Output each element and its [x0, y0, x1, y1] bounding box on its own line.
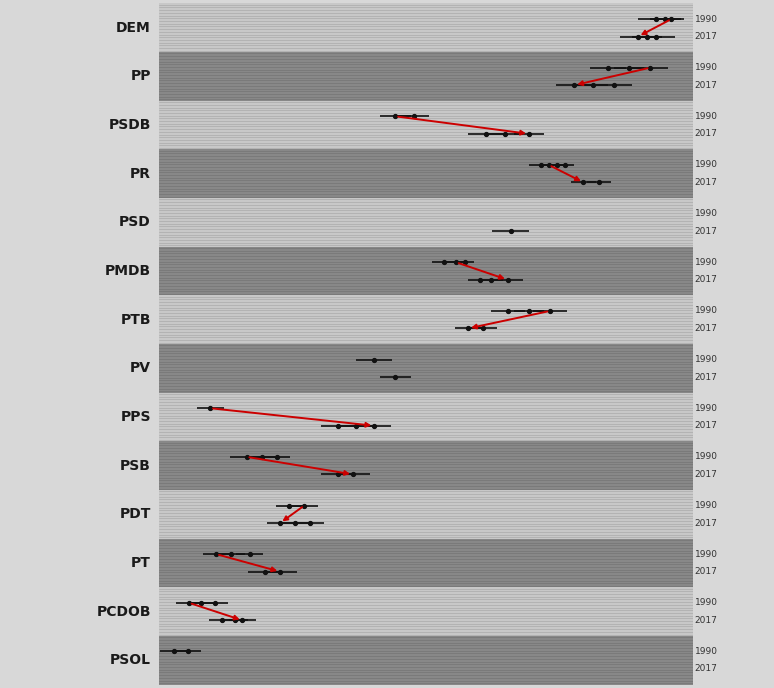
Text: 2017: 2017 — [694, 616, 717, 625]
Text: 1990: 1990 — [694, 209, 717, 218]
Text: 2017: 2017 — [694, 178, 717, 187]
Text: PTB: PTB — [121, 312, 151, 327]
Text: 2017: 2017 — [694, 129, 717, 138]
Text: 2017: 2017 — [694, 373, 717, 382]
Text: 1990: 1990 — [694, 160, 717, 169]
Text: 2017: 2017 — [694, 519, 717, 528]
Text: 2017: 2017 — [694, 324, 717, 333]
Text: PPS: PPS — [121, 410, 151, 424]
Text: PP: PP — [131, 69, 151, 83]
Text: PSDB: PSDB — [108, 118, 151, 132]
Bar — [159, 490, 693, 539]
Text: 2017: 2017 — [694, 470, 717, 479]
Text: 2017: 2017 — [694, 567, 717, 576]
Text: 2017: 2017 — [694, 665, 717, 674]
Text: 1990: 1990 — [694, 14, 717, 23]
Bar — [159, 441, 693, 490]
Text: 2017: 2017 — [694, 421, 717, 430]
Text: 1990: 1990 — [694, 501, 717, 510]
Text: 1990: 1990 — [694, 647, 717, 656]
Bar — [159, 588, 693, 636]
Text: 2017: 2017 — [694, 80, 717, 89]
Text: PSB: PSB — [120, 459, 151, 473]
Bar — [159, 149, 693, 198]
Text: DEM: DEM — [116, 21, 151, 35]
Bar — [159, 198, 693, 247]
Text: PR: PR — [130, 166, 151, 181]
Text: PCDOB: PCDOB — [97, 605, 151, 619]
Text: PT: PT — [131, 556, 151, 570]
Bar — [159, 3, 693, 52]
Bar — [159, 295, 693, 344]
Text: 1990: 1990 — [694, 112, 717, 121]
Text: PDT: PDT — [119, 507, 151, 522]
Bar — [159, 100, 693, 149]
Text: 1990: 1990 — [694, 63, 717, 72]
Text: PMDB: PMDB — [104, 264, 151, 278]
Text: 2017: 2017 — [694, 275, 717, 284]
Text: 1990: 1990 — [694, 306, 717, 315]
Bar — [159, 539, 693, 588]
Text: 2017: 2017 — [694, 32, 717, 41]
Bar — [159, 393, 693, 441]
Text: PSOL: PSOL — [110, 653, 151, 667]
Text: 1990: 1990 — [694, 453, 717, 462]
Bar — [159, 52, 693, 100]
Text: 1990: 1990 — [694, 599, 717, 608]
Text: 2017: 2017 — [694, 226, 717, 235]
Text: PV: PV — [130, 361, 151, 376]
Bar — [159, 344, 693, 393]
Text: PSD: PSD — [119, 215, 151, 229]
Text: 1990: 1990 — [694, 404, 717, 413]
Bar — [159, 247, 693, 295]
Text: 1990: 1990 — [694, 550, 717, 559]
Text: 1990: 1990 — [694, 355, 717, 364]
Bar — [159, 636, 693, 685]
Text: 1990: 1990 — [694, 258, 717, 267]
